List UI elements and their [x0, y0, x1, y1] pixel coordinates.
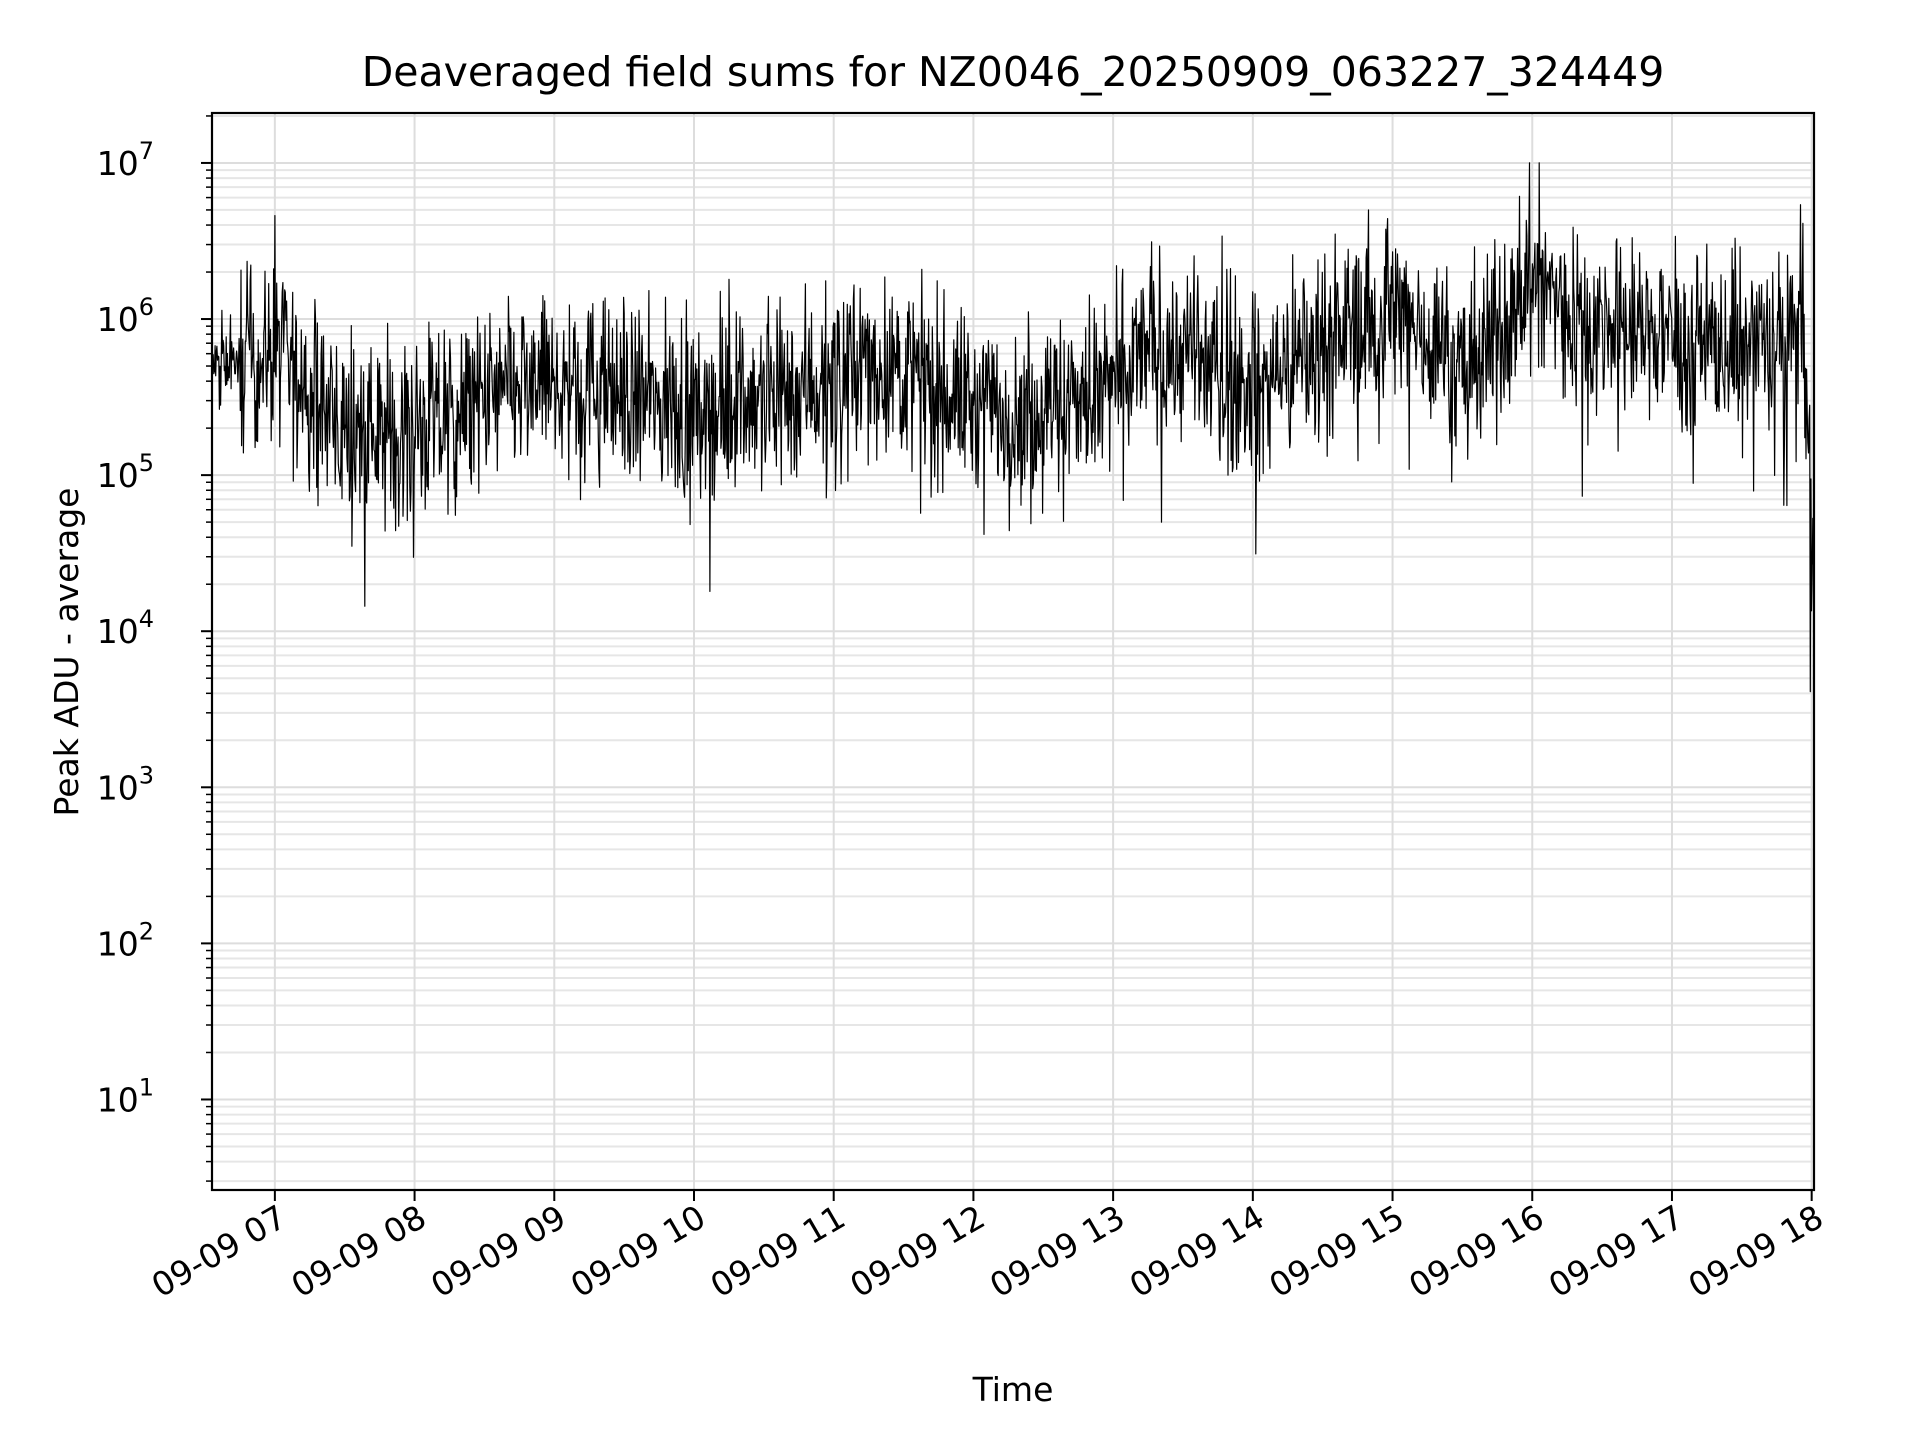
y-tick-label: 101 [97, 1073, 154, 1119]
y-axis-label: Peak ADU - average [47, 488, 86, 817]
series-layer [211, 162, 1815, 693]
y-axis: 101 102 103 104 105 106 107 [97, 115, 212, 1182]
plot-frame [210, 111, 1816, 1192]
x-axis-label: Time [972, 1370, 1054, 1409]
y-tick-label: 107 [97, 137, 154, 183]
y-tick-label: 105 [97, 449, 154, 495]
y-tick-label: 106 [97, 293, 154, 339]
y-tick-label: 103 [97, 761, 154, 807]
chart-title: Deaveraged field sums for NZ0046_2025090… [362, 48, 1665, 96]
y-tick-label: 104 [97, 605, 154, 651]
minor-grid [212, 114, 1814, 1183]
y-tick-label: 102 [97, 917, 154, 963]
series-line [211, 162, 1815, 693]
